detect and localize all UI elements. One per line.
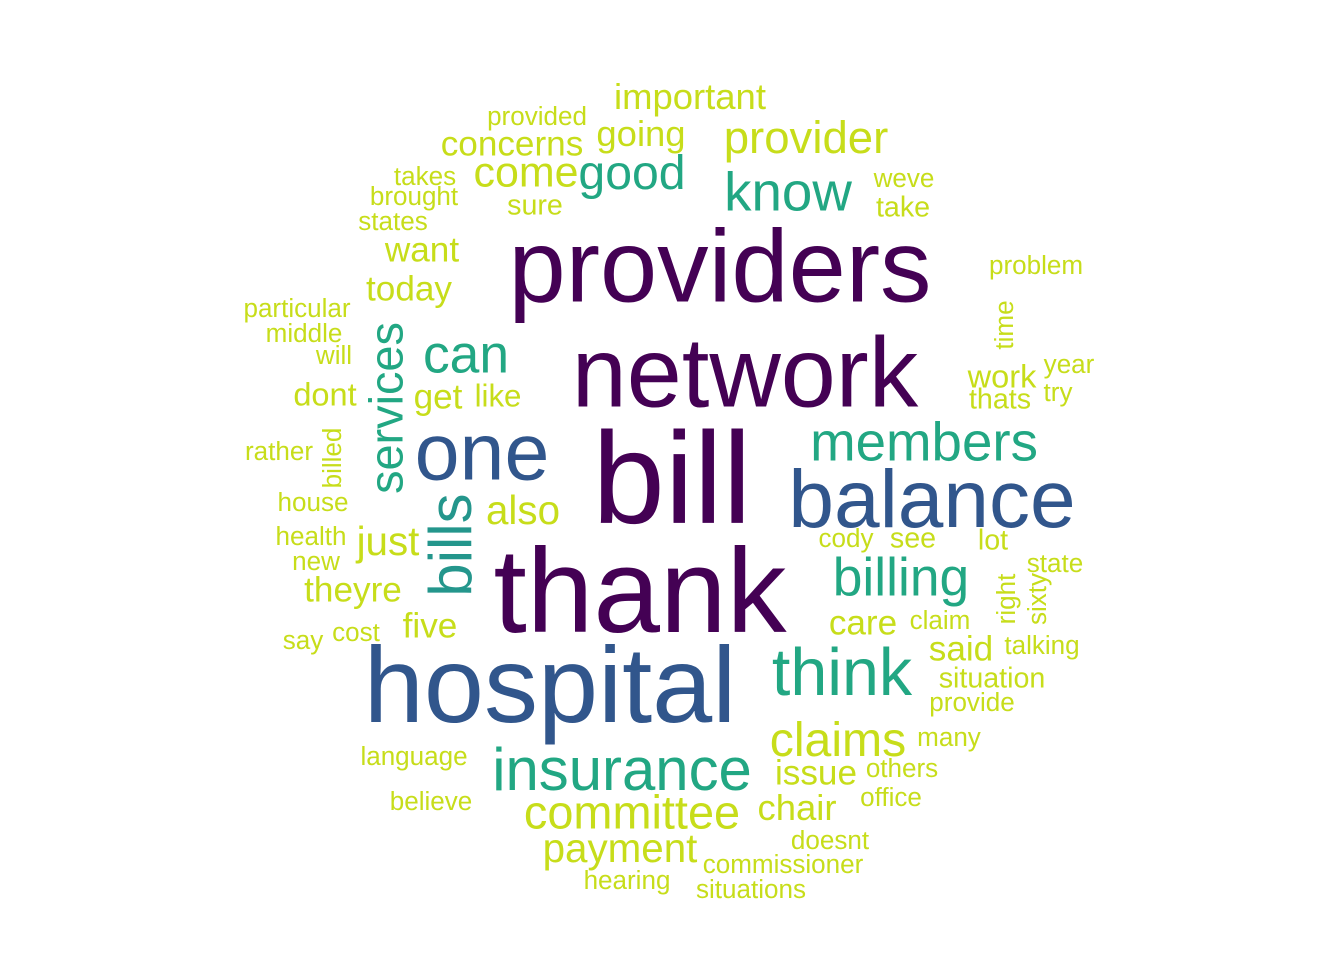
word-cost: cost <box>332 616 380 647</box>
word-one: one <box>414 407 550 498</box>
word-said: said <box>928 629 994 669</box>
word-provide: provide <box>929 686 1015 717</box>
word-brought: brought <box>369 180 459 211</box>
word-services: services <box>360 322 413 494</box>
word-year: year <box>1043 348 1095 379</box>
word-situations: situations <box>696 873 806 904</box>
word-good: good <box>578 145 686 200</box>
word-thank: thank <box>493 525 787 659</box>
word-house: house <box>277 486 349 517</box>
word-right: right <box>990 573 1021 625</box>
word-payment: payment <box>542 824 698 871</box>
word-chair: chair <box>757 786 837 828</box>
word-states: states <box>358 205 428 236</box>
word-situation: situation <box>938 662 1046 695</box>
word-going: going <box>596 112 686 154</box>
word-get: get <box>413 377 463 417</box>
word-work: work <box>967 358 1037 395</box>
word-bill: bill <box>592 404 752 551</box>
word-problem: problem <box>988 249 1084 280</box>
word-thats: thats <box>968 383 1032 416</box>
word-hearing: hearing <box>583 864 671 895</box>
word-issue: issue <box>774 753 858 793</box>
word-provided: provided <box>487 100 587 131</box>
word-balance: balance <box>788 453 1076 545</box>
word-doesnt: doesnt <box>790 824 870 855</box>
word-also: also <box>485 486 561 533</box>
word-takes: takes <box>393 160 457 191</box>
word-bills: bills <box>417 493 485 597</box>
word-language: language <box>360 740 468 771</box>
word-just: just <box>356 517 420 564</box>
word-concerns: concerns <box>440 124 584 164</box>
word-office: office <box>860 781 922 812</box>
word-weve: weve <box>873 162 935 193</box>
word-think: think <box>771 635 913 710</box>
word-claims: claims <box>769 712 907 767</box>
word-many: many <box>917 721 981 752</box>
word-new: new <box>292 545 340 576</box>
word-network: network <box>571 316 919 428</box>
word-cody: cody <box>818 522 874 553</box>
word-theyre: theyre <box>304 570 402 610</box>
word-today: today <box>366 269 452 309</box>
word-hospital: hospital <box>363 623 737 745</box>
word-see: see <box>889 522 937 555</box>
word-say: say <box>282 624 324 655</box>
word-lot: lot <box>977 524 1009 557</box>
word-billed: billed <box>316 427 347 489</box>
word-take: take <box>875 191 931 224</box>
word-insurance: insurance <box>492 736 752 804</box>
word-provider: provider <box>723 112 889 164</box>
word-members: members <box>810 410 1038 473</box>
word-providers: providers <box>508 208 932 324</box>
word-rather: rather <box>244 435 314 466</box>
word-five: five <box>402 606 458 646</box>
word-care: care <box>828 603 898 643</box>
word-committee: committee <box>523 786 741 839</box>
word-particular: particular <box>243 292 351 323</box>
word-sure: sure <box>507 189 563 222</box>
word-want: want <box>384 230 460 270</box>
word-claim: claim <box>909 604 971 635</box>
word-others: others <box>865 752 939 783</box>
word-come: come <box>473 148 579 197</box>
word-sixty: sixty <box>1021 572 1052 626</box>
word-health: health <box>275 520 347 551</box>
word-time: time <box>988 300 1019 350</box>
word-middle: middle <box>265 317 343 348</box>
word-billing: billing <box>832 548 970 608</box>
word-commissioner: commissioner <box>702 848 864 879</box>
word-like: like <box>474 378 522 414</box>
word-can: can <box>422 325 510 385</box>
word-important: important <box>614 75 766 117</box>
word-try: try <box>1043 376 1073 407</box>
word-talking: talking <box>1004 629 1080 660</box>
word-state: state <box>1026 547 1084 578</box>
word-know: know <box>724 160 852 223</box>
word-dont: dont <box>293 376 357 413</box>
word-will: will <box>315 339 353 370</box>
word-believe: believe <box>389 785 473 816</box>
